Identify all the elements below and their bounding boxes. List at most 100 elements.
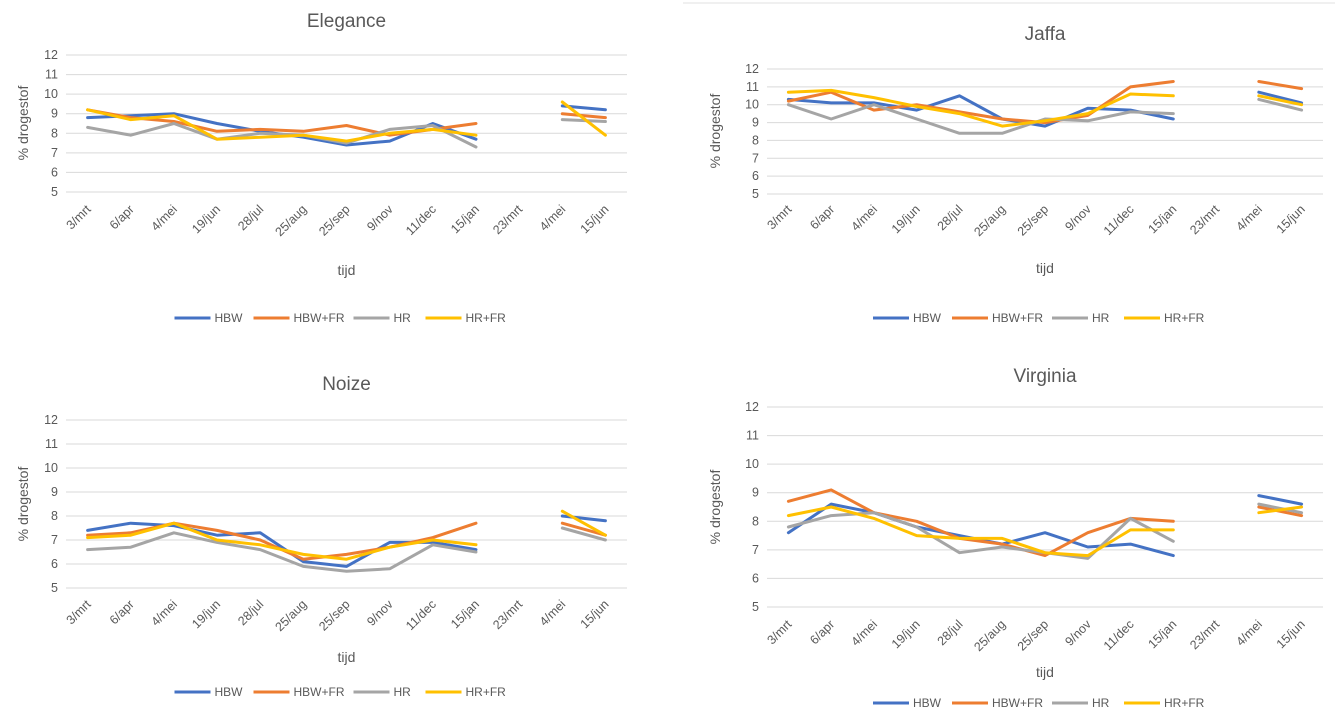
legend-label: HR+FR [1164, 696, 1205, 710]
series-line [560, 509, 607, 537]
y-axis-label: % drogestof [15, 467, 31, 542]
y-tick-label: 7 [51, 146, 58, 160]
series-line [86, 108, 478, 143]
series-line [786, 80, 1175, 125]
x-tick-label: 15/jan [1145, 202, 1179, 236]
y-tick-label: 8 [752, 514, 759, 528]
x-tick-label: 11/dec [1101, 617, 1137, 653]
x-tick-label: 6/apr [807, 202, 837, 232]
x-tick-label: 15/jun [578, 597, 612, 631]
x-tick-label: 11/dec [403, 597, 439, 633]
x-tick-label: 4/mei [1233, 202, 1265, 234]
legend-item: HR+FR [1124, 311, 1205, 325]
series-line [786, 511, 1175, 560]
series-hr-plus-fr [86, 100, 607, 143]
x-tick-label: 11/dec [1101, 202, 1137, 238]
legend-label: HR+FR [466, 311, 507, 325]
y-axis-label: % drogestof [707, 94, 723, 169]
series-line [560, 118, 607, 123]
x-tick-label: 3/mrt [764, 617, 794, 647]
x-tick-label: 25/aug [971, 202, 1008, 239]
x-tick-label: 23/mrt [490, 202, 525, 237]
series-line [1257, 94, 1304, 107]
legend-item: HBW+FR [952, 696, 1043, 710]
x-tick-label: 23/mrt [1187, 617, 1222, 652]
x-tick-label: 3/mrt [764, 202, 794, 232]
series-line [560, 526, 607, 542]
series-line [786, 94, 1175, 128]
legend-label: HR [394, 685, 412, 699]
y-tick-label: 6 [51, 165, 58, 179]
x-tick-label: 15/jan [448, 597, 482, 631]
y-tick-label: 6 [51, 557, 58, 571]
y-tick-label: 9 [51, 107, 58, 121]
legend-item: HBW [873, 696, 942, 710]
y-tick-label: 7 [752, 151, 759, 165]
x-tick-label: 6/apr [807, 617, 837, 647]
x-axis-label: tijd [1036, 664, 1054, 680]
series-hr-plus-fr [786, 88, 1304, 128]
series-line [1257, 505, 1304, 515]
y-tick-label: 10 [44, 87, 58, 101]
y-tick-label: 11 [746, 429, 759, 443]
x-tick-label: 4/mei [148, 597, 180, 629]
x-tick-label: 28/jul [235, 202, 266, 233]
y-tick-label: 9 [51, 485, 58, 499]
x-tick-label: 25/aug [273, 202, 310, 239]
legend-item: HBW+FR [253, 311, 345, 325]
x-tick-label: 25/sep [1015, 617, 1051, 653]
legend: HBW HBW+FR HR HR+FR [174, 311, 507, 325]
series-line [560, 100, 607, 137]
series-hbw-plus-fr [786, 80, 1304, 125]
y-tick-label: 7 [752, 543, 759, 557]
x-tick-label: 25/sep [316, 597, 352, 633]
chart-panel-noize: Noize 5 6 7 8 9 10 11 12 3/mrt 6/apr 4/mei 19/jun 28/… [15, 374, 627, 699]
series-line [786, 88, 1175, 128]
x-tick-label: 3/mrt [64, 597, 94, 627]
series-line [86, 122, 478, 149]
y-tick-label: 11 [746, 80, 759, 94]
chart-title: Jaffa [1025, 24, 1066, 45]
series-line [1257, 97, 1304, 112]
series-hbw-plus-fr [786, 488, 1304, 558]
y-tick-label: 5 [51, 581, 58, 595]
y-tick-label: 11 [45, 68, 58, 82]
x-tick-label: 11/dec [403, 202, 439, 238]
series-hr [86, 118, 607, 149]
legend-label: HBW [215, 685, 244, 699]
chart-title: Elegance [307, 11, 386, 32]
y-tick-label: 10 [44, 461, 58, 475]
legend-item: HR [1052, 696, 1110, 710]
series-line [86, 521, 478, 561]
y-tick-label: 12 [44, 48, 58, 62]
x-axis-label: tijd [338, 262, 356, 278]
legend: HBW HBW+FR HR HR+FR [873, 311, 1205, 325]
y-tick-label: 12 [745, 400, 759, 414]
x-tick-label: 9/nov [1062, 617, 1094, 649]
legend-item: HR [1052, 311, 1110, 325]
legend-label: HR [394, 311, 412, 325]
x-tick-label: 3/mrt [64, 202, 94, 232]
chart-title: Virginia [1013, 366, 1076, 387]
y-axis-label: % drogestof [15, 86, 31, 161]
series-line [786, 488, 1175, 558]
x-tick-label: 9/nov [364, 597, 396, 629]
x-tick-label: 4/mei [537, 597, 569, 629]
legend-label: HBW+FR [992, 696, 1043, 710]
y-tick-label: 6 [752, 571, 759, 585]
legend: HBW HBW+FR HR HR+FR [174, 685, 506, 699]
legend-label: HBW+FR [294, 685, 345, 699]
legend-item: HBW [174, 685, 244, 699]
x-tick-label: 19/jun [189, 202, 223, 236]
y-tick-label: 6 [752, 169, 759, 183]
x-tick-label: 15/jun [1274, 617, 1308, 651]
y-tick-label: 8 [51, 509, 58, 523]
legend-label: HBW [913, 311, 942, 325]
series-line [1257, 494, 1304, 506]
legend-label: HR+FR [1164, 311, 1205, 325]
x-tick-label: 19/jun [189, 597, 223, 631]
series-hbw [786, 90, 1304, 128]
x-tick-label: 9/nov [364, 202, 396, 234]
